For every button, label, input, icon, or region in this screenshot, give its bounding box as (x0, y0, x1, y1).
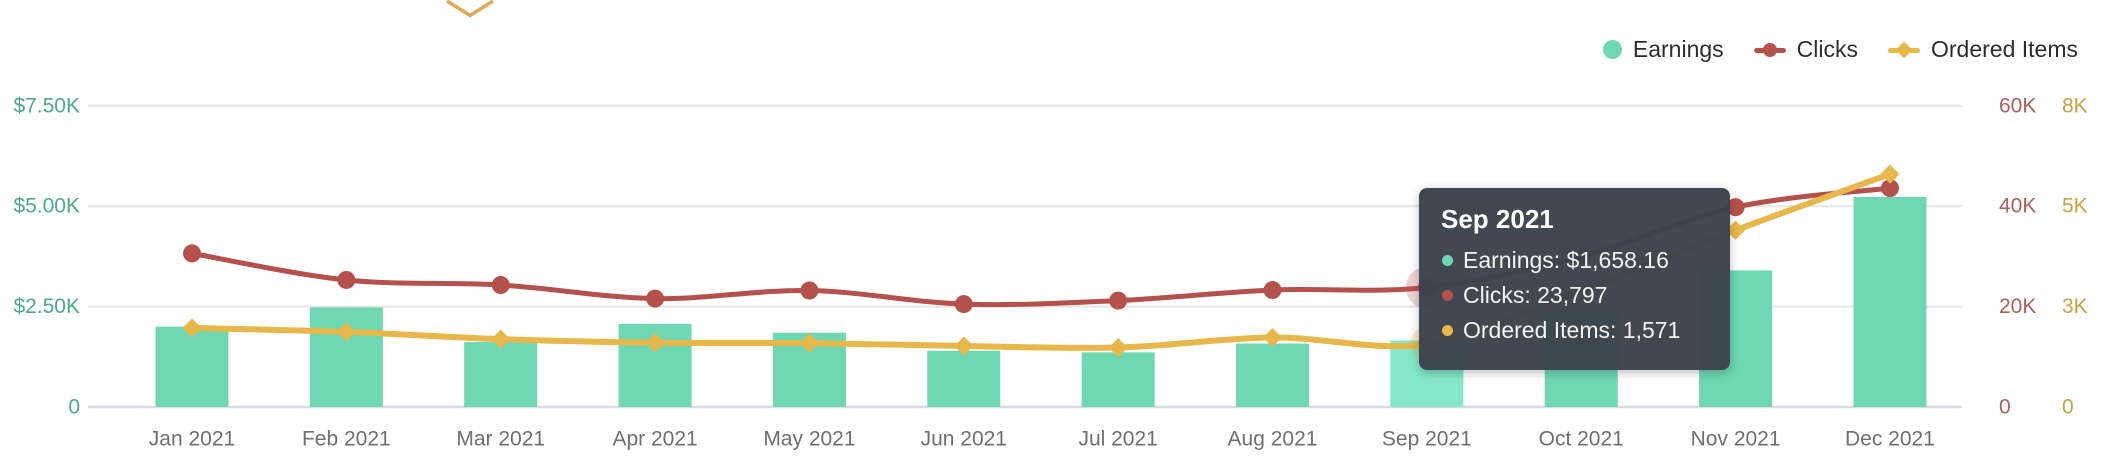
clicks-axis-tick-60K: 60K (1999, 94, 2036, 117)
clicks-point-mar-2021[interactable] (491, 276, 510, 295)
ordered-items-point-jul-2021[interactable] (1108, 338, 1128, 358)
clicks-dot-icon (1442, 290, 1453, 301)
ordered-items-axis-tick-8K: 8K (2062, 94, 2088, 117)
ordered-items-axis-tick-0: 0 (2062, 396, 2074, 419)
earnings-swatch-icon (1602, 40, 1622, 59)
clicks-point-dec-2021[interactable] (1880, 179, 1899, 198)
earnings-axis-tick-$7.50K: $7.50K (13, 94, 80, 117)
ordered-items-axis-tick-3K: 3K (2062, 295, 2088, 318)
earnings-bar-mar-2021[interactable] (464, 341, 538, 407)
x-label-dec-2021: Dec 2021 (1845, 428, 1935, 451)
chevron-down-icon (446, 0, 494, 18)
earnings-bar-dec-2021[interactable] (1853, 196, 1927, 407)
clicks-point-may-2021[interactable] (800, 281, 819, 300)
ordered-items-dot-icon (1442, 325, 1453, 336)
x-label-apr-2021: Apr 2021 (612, 428, 697, 451)
ordered-items-point-nov-2021[interactable] (1726, 220, 1746, 240)
x-label-jul-2021: Jul 2021 (1078, 428, 1157, 451)
tooltip-earnings-value: Earnings: $1,658.16 (1463, 247, 1669, 273)
x-label-may-2021: May 2021 (763, 428, 855, 451)
clicks-axis-tick-40K: 40K (1999, 195, 2036, 218)
earnings-axis-tick-$5.00K: $5.00K (13, 195, 80, 218)
tooltip-clicks-value: Clicks: 23,797 (1463, 282, 1608, 308)
clicks-line-dot-icon (1753, 42, 1786, 58)
clicks-point-jun-2021[interactable] (954, 295, 973, 314)
x-label-nov-2021: Nov 2021 (1691, 428, 1781, 451)
earnings-bar-jul-2021[interactable] (1081, 352, 1155, 407)
legend-label-earnings: Earnings (1632, 36, 1724, 62)
legend-label-clicks: Clicks (1796, 36, 1858, 62)
ordered-items-point-feb-2021[interactable] (336, 322, 356, 342)
chart-tooltip: Sep 2021 Earnings: $1,658.16 Clicks: 23,… (1419, 188, 1730, 370)
clicks-point-jul-2021[interactable] (1109, 291, 1128, 310)
legend-label-ordered-items: Ordered Items (1931, 36, 2078, 62)
x-label-sep-2021: Sep 2021 (1382, 428, 1472, 451)
clicks-point-aug-2021[interactable] (1263, 281, 1282, 300)
ordered-items-point-jun-2021[interactable] (954, 336, 974, 356)
clicks-axis-tick-20K: 20K (1999, 295, 2036, 318)
tooltip-row-clicks: Clicks: 23,797 (1439, 278, 1710, 313)
legend-item-earnings[interactable]: Earnings (1602, 36, 1724, 63)
tooltip-row-ordered-items: Ordered Items: 1,571 (1439, 313, 1710, 348)
ordered-items-point-mar-2021[interactable] (491, 329, 511, 349)
legend-item-clicks[interactable]: Clicks (1753, 36, 1858, 63)
x-label-jun-2021: Jun 2021 (921, 428, 1007, 451)
earnings-bar-jan-2021[interactable] (155, 326, 229, 407)
x-label-mar-2021: Mar 2021 (456, 428, 545, 451)
earnings-dot-icon (1442, 255, 1453, 266)
ordered-items-line-diamond-icon (1888, 41, 1920, 58)
earnings-bar-aug-2021[interactable] (1236, 343, 1310, 407)
legend-item-ordered-items[interactable]: Ordered Items (1888, 36, 2078, 63)
ordered-items-point-jan-2021[interactable] (182, 318, 202, 338)
x-label-aug-2021: Aug 2021 (1228, 428, 1318, 451)
x-label-oct-2021: Oct 2021 (1539, 428, 1624, 451)
tooltip-title: Sep 2021 (1441, 204, 1554, 234)
clicks-point-feb-2021[interactable] (337, 270, 356, 289)
earnings-bar-jun-2021[interactable] (927, 350, 1001, 407)
clicks-point-nov-2021[interactable] (1726, 198, 1745, 217)
chart-legend: Earnings Clicks Ordered Items (1602, 36, 2078, 63)
clicks-point-jan-2021[interactable] (183, 244, 201, 263)
ordered-items-point-apr-2021[interactable] (645, 333, 665, 353)
x-label-jan-2021: Jan 2021 (149, 428, 235, 451)
ordered-items-axis-tick-5K: 5K (2062, 195, 2088, 218)
ordered-items-point-aug-2021[interactable] (1263, 328, 1283, 348)
tooltip-ordered-items-value: Ordered Items: 1,571 (1463, 317, 1681, 343)
earnings-bar-feb-2021[interactable] (309, 307, 383, 407)
x-label-feb-2021: Feb 2021 (302, 428, 391, 451)
earnings-axis-tick-0: 0 (68, 396, 80, 419)
tooltip-row-earnings: Earnings: $1,658.16 (1439, 243, 1710, 278)
ordered-items-point-may-2021[interactable] (799, 333, 819, 353)
clicks-point-apr-2021[interactable] (646, 289, 665, 308)
clicks-axis-tick-0: 0 (1999, 396, 2011, 419)
ordered-items-point-dec-2021[interactable] (1880, 164, 1900, 184)
earnings-axis-tick-$2.50K: $2.50K (13, 295, 80, 318)
